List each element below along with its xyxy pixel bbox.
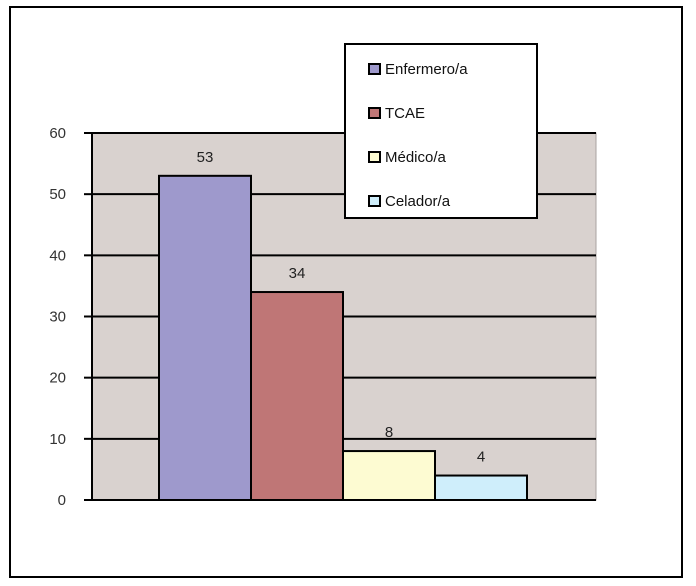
y-tick-label: 20 xyxy=(49,370,66,387)
data-label: 34 xyxy=(289,265,306,282)
y-tick-label: 30 xyxy=(49,309,66,326)
legend-label: Médico/a xyxy=(385,149,447,166)
legend-swatch xyxy=(368,107,381,119)
y-tick-label: 50 xyxy=(49,186,66,203)
legend-swatch xyxy=(368,151,381,163)
bar-enfermero-a xyxy=(158,174,252,501)
y-tick-label: 40 xyxy=(49,247,66,264)
bar-tcae xyxy=(250,291,344,501)
y-tick-label: 0 xyxy=(58,492,66,509)
legend-swatch xyxy=(368,195,381,207)
y-tick-label: 10 xyxy=(49,431,66,448)
legend-swatch xyxy=(368,63,381,75)
legend-label: Enfermero/a xyxy=(385,61,468,78)
data-label: 8 xyxy=(385,424,393,441)
legend: Enfermero/a TCAE Médico/a Celador/a xyxy=(344,43,538,219)
data-label: 4 xyxy=(477,449,485,466)
bar-celador-a xyxy=(434,474,528,501)
legend-label: Celador/a xyxy=(385,193,451,210)
data-label: 53 xyxy=(197,149,214,166)
legend-label: TCAE xyxy=(385,105,425,122)
bar-m-dico-a xyxy=(342,450,436,502)
y-tick-label: 60 xyxy=(49,125,66,142)
